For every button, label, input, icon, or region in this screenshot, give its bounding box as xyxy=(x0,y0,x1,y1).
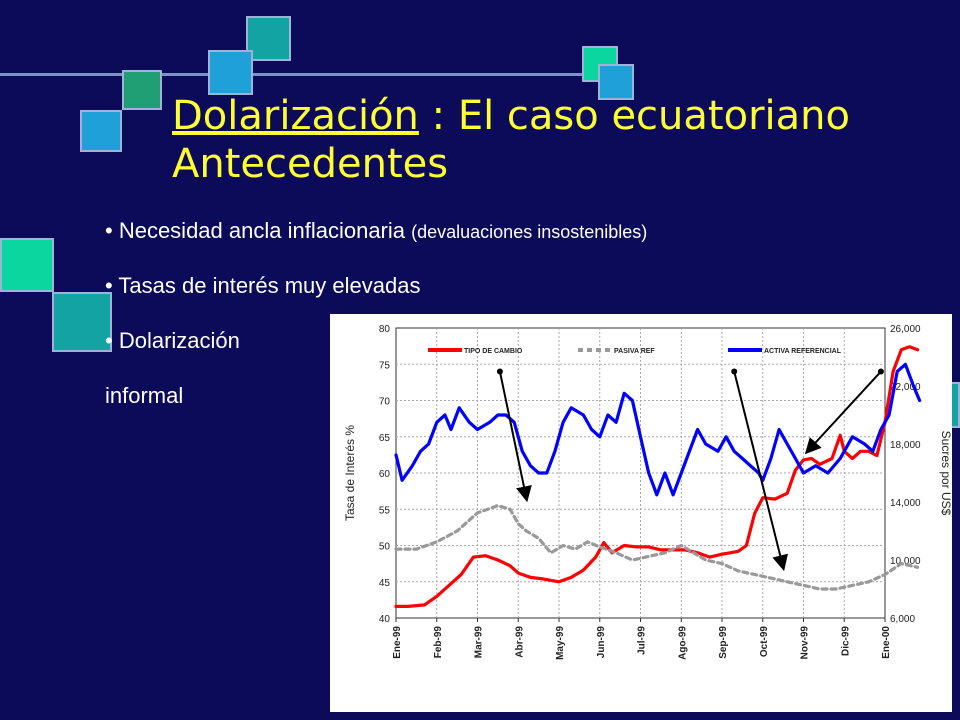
x-tick-label: Dic-99 xyxy=(840,626,851,656)
annotation-arrow xyxy=(733,371,788,572)
y-axis-label: Tasa de Interés % xyxy=(343,425,357,521)
legend-label: TIPO DE CAMBIO xyxy=(464,348,523,355)
x-tick-label: Abr-99 xyxy=(514,626,525,658)
x-tick-label: Oct-99 xyxy=(759,626,770,658)
y-tick-label: 65 xyxy=(379,433,391,444)
y-tick-label: 70 xyxy=(379,397,391,408)
annotation-dot xyxy=(731,368,738,375)
x-tick-label: Sep-99 xyxy=(718,626,729,659)
title-underlined: Dolarización xyxy=(172,93,419,139)
x-tick-label: Ene-99 xyxy=(392,626,403,659)
chart-panel: 40 45 50 55 60 65 70 75 80 6,000 10,000 14,000 18,00… xyxy=(330,314,952,712)
x-tick-label: Jun-99 xyxy=(596,626,607,659)
y2-tick-label: 6,000 xyxy=(890,614,915,625)
y-tick-label: 60 xyxy=(379,469,391,480)
bullet-item: • Tasas de interés muy elevadas xyxy=(105,273,421,298)
bullet-note: (devaluaciones insostenibles) xyxy=(411,222,648,242)
bullet-item: • Necesidad ancla inflacionaria (devalua… xyxy=(105,218,648,243)
decor-square xyxy=(52,292,112,352)
decor-line-top xyxy=(0,73,630,76)
legend-label: PASIVA REF xyxy=(614,348,655,355)
y-tick-label: 80 xyxy=(379,324,391,335)
x-tick-label: Ene-00 xyxy=(881,626,892,659)
decor-square xyxy=(0,238,54,292)
decor-square xyxy=(246,16,291,61)
bullet-item: • Dolarización xyxy=(105,328,240,353)
decor-square xyxy=(80,110,122,152)
y-tick-label: 50 xyxy=(379,542,391,553)
decor-square xyxy=(598,64,634,100)
x-tick-label: Jul-99 xyxy=(637,626,648,655)
y-tick-label: 55 xyxy=(379,505,391,516)
y2-tick-label: 22,000 xyxy=(890,382,921,393)
annotation-dot xyxy=(496,368,503,375)
x-tick-label: Feb-99 xyxy=(433,626,444,659)
annotation-arrow xyxy=(804,370,882,455)
series-line xyxy=(394,504,920,591)
y2-tick-label: 26,000 xyxy=(890,324,921,335)
title-line2: Antecedentes xyxy=(172,141,449,187)
x-tick-label: Mar-99 xyxy=(474,626,485,659)
decor-square xyxy=(122,70,162,110)
y-tick-label: 75 xyxy=(379,360,391,371)
annotation-dot xyxy=(877,368,884,375)
legend-label: ACTIVA REFERENCIAL xyxy=(764,348,842,355)
y2-tick-label: 10,000 xyxy=(890,556,921,567)
decor-square xyxy=(208,50,253,95)
series-line xyxy=(394,362,922,497)
y-tick-label: 40 xyxy=(379,614,391,625)
y-tick-label: 45 xyxy=(379,578,391,589)
y2-tick-label: 14,000 xyxy=(890,498,921,509)
exchange-rate-interest-chart: 40 45 50 55 60 65 70 75 80 6,000 10,000 14,000 18,00… xyxy=(343,324,952,660)
slide-title: Dolarización : El caso ecuatoriano Antec… xyxy=(172,92,850,188)
annotation-arrow xyxy=(498,371,532,503)
y2-axis-label: Sucres por US$ xyxy=(939,431,952,516)
bullet-continuation: informal xyxy=(105,383,184,408)
series-line xyxy=(394,345,920,608)
x-tick-label: Ago-99 xyxy=(677,626,688,660)
title-rest: : El caso ecuatoriano xyxy=(418,93,850,139)
x-tick-label: Nov-99 xyxy=(800,626,811,660)
y2-tick-label: 18,000 xyxy=(890,440,921,451)
x-tick-label: May-99 xyxy=(555,626,566,660)
